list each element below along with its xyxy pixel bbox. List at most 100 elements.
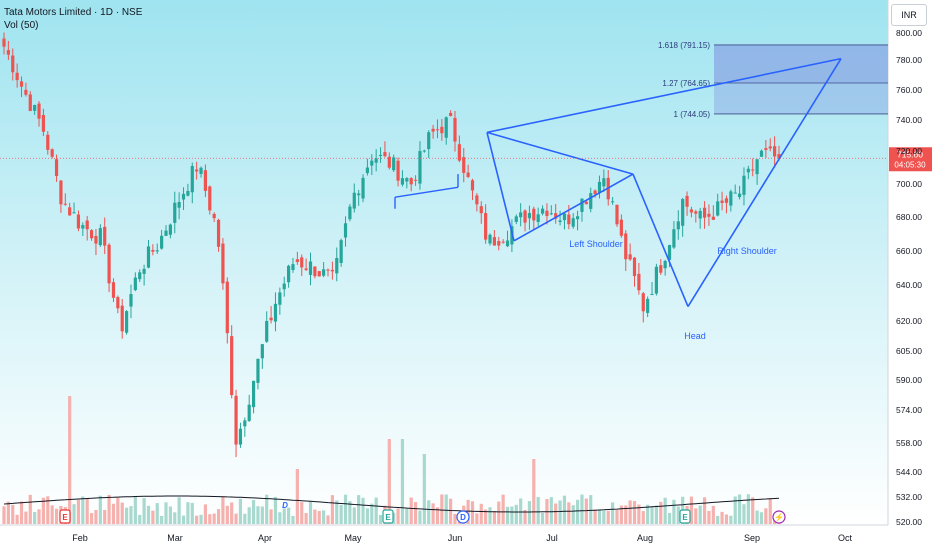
volume-bar	[711, 505, 715, 524]
volume-bar	[624, 505, 628, 524]
volume-ma-line	[3, 495, 780, 513]
candle-body	[282, 283, 286, 290]
volume-bar	[146, 505, 151, 524]
volume-bar	[72, 504, 76, 524]
volume-bar	[733, 496, 737, 524]
candle-body	[396, 160, 400, 181]
candle-body	[676, 221, 680, 230]
candle-body	[225, 281, 229, 334]
volume-bar	[89, 513, 94, 524]
volume-bar	[208, 514, 212, 524]
volume-bar	[523, 509, 527, 524]
candle-body	[300, 257, 304, 268]
candle-body	[672, 229, 676, 248]
volume-bar	[755, 510, 759, 524]
candle-body	[729, 191, 733, 206]
candle-body	[133, 277, 137, 291]
candle-body	[711, 216, 715, 220]
volume-bar	[659, 501, 663, 524]
candle-body	[663, 260, 667, 269]
volume-bar	[190, 502, 194, 524]
candle-body	[597, 181, 602, 193]
volume-bar	[672, 499, 676, 524]
earnings-marker-glyph: E	[385, 513, 391, 522]
candle-body	[768, 146, 772, 149]
candle-body	[615, 204, 619, 225]
volume-bar	[413, 502, 418, 524]
volume-bar	[400, 439, 405, 524]
volume-bar	[746, 494, 750, 524]
currency-button[interactable]: INR	[891, 4, 927, 26]
event-marker-glyph: D	[460, 513, 466, 522]
candle-body	[142, 268, 146, 274]
volume-bar	[492, 510, 496, 524]
candle-body	[85, 220, 89, 230]
volume-bar	[81, 496, 85, 524]
volume-bar	[6, 501, 10, 524]
candle-body	[251, 380, 256, 408]
volume-bar	[619, 505, 623, 524]
volume-bar	[322, 510, 326, 524]
volume-bar	[291, 515, 295, 524]
candle-body	[98, 228, 102, 246]
candle-body	[575, 216, 580, 220]
candle-body	[755, 159, 759, 175]
price-tick-label: 740.00	[896, 115, 922, 125]
candle-body	[212, 213, 216, 219]
candle-body	[317, 271, 321, 277]
candle-body	[335, 258, 339, 274]
volume-bar	[339, 504, 343, 524]
candle-body	[177, 202, 181, 208]
volume-bar	[164, 502, 168, 524]
volume-bar	[378, 515, 383, 524]
volume-bar	[676, 506, 680, 524]
volume-bar	[449, 498, 453, 524]
candle-body	[497, 241, 501, 246]
candle-body	[435, 129, 440, 131]
volume-bar	[409, 497, 413, 524]
candle-body	[685, 195, 689, 207]
volume-bar	[510, 506, 514, 524]
candle-body	[278, 292, 282, 305]
candle-body	[484, 213, 488, 240]
candle-body	[37, 103, 41, 119]
volume-bar	[387, 439, 391, 524]
candle-body	[619, 219, 623, 236]
candle-body	[624, 233, 628, 260]
volume-bar	[646, 504, 650, 524]
candle-body	[103, 226, 107, 246]
volume-bar	[19, 501, 24, 524]
earnings-marker	[59, 509, 71, 524]
candle-body	[230, 336, 234, 396]
price-tick-label: 720.00	[896, 146, 922, 156]
candle-body	[287, 265, 291, 283]
candle-body	[418, 151, 422, 184]
candle-body	[737, 193, 742, 198]
volume-bar	[527, 501, 532, 524]
candle-body	[746, 168, 750, 173]
candle-body	[291, 264, 295, 270]
candle-body	[422, 150, 426, 152]
volume-bar	[54, 508, 59, 524]
candle-body	[405, 178, 409, 182]
volume-bar	[580, 494, 584, 524]
candle-body	[602, 178, 606, 187]
volume-bar	[103, 509, 107, 524]
candle-body	[181, 193, 186, 200]
candle-body	[63, 203, 67, 205]
candle-body	[238, 428, 243, 445]
candle-body	[751, 169, 755, 171]
volume-bar	[33, 511, 37, 524]
candle-body	[273, 303, 278, 322]
volume-bar	[216, 509, 221, 524]
volume-bar	[536, 497, 540, 524]
price-tick-label: 700.00	[896, 179, 922, 189]
candle-body	[449, 112, 453, 116]
volume-bar	[230, 502, 234, 524]
candle-body	[348, 206, 352, 220]
candle-body	[492, 237, 496, 246]
candle-body	[413, 179, 418, 181]
volume-bar	[431, 503, 435, 524]
volume-bar	[707, 510, 711, 524]
